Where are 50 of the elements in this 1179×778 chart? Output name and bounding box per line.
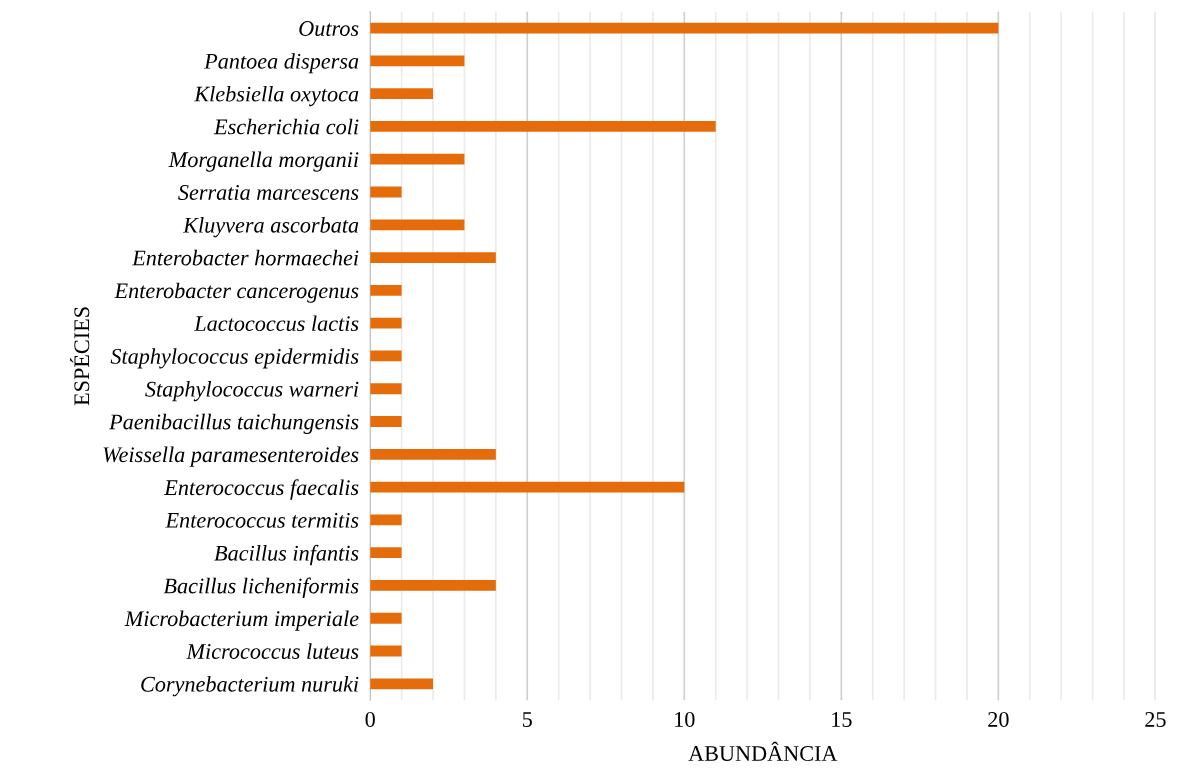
y-axis-title: ESPÉCIES (70, 307, 90, 406)
y-tick-label: Serratia marcescens (178, 184, 359, 200)
bar (370, 448, 496, 460)
y-tick-label: Escherichia coli (213, 118, 359, 135)
y-tick-label: Staphylococcus warneri (145, 381, 359, 402)
bar (370, 88, 434, 100)
bar (370, 350, 402, 362)
bar (370, 612, 402, 624)
y-tick-label: Enterobacter hormaechei (131, 249, 359, 266)
y-tick-label: Corynebacterium nuruki (141, 676, 359, 697)
bar (370, 284, 402, 296)
bar (370, 55, 465, 67)
bar (370, 514, 402, 526)
bar (370, 547, 402, 559)
x-tick-label: 0 (365, 711, 375, 727)
x-tick-label: 5 (522, 712, 532, 727)
y-tick-label: Weissella paramesenteroides (103, 446, 359, 467)
bar (370, 186, 402, 198)
bar (370, 481, 685, 493)
x-tick-label: 20 (988, 711, 1009, 727)
bar (370, 645, 402, 657)
bar (370, 580, 496, 591)
y-tick-label: Morganella morganii (168, 151, 359, 172)
bar (370, 317, 402, 329)
bar (370, 252, 496, 263)
bar (370, 153, 465, 165)
y-tick-label: Outros (299, 21, 359, 37)
bar (370, 219, 465, 231)
y-tick-label: Bacillus licheniformis (163, 577, 359, 598)
y-tick-label: Paenibacillus taichungensis (109, 413, 359, 434)
y-tick-label: Bacillus infantis (214, 544, 359, 566)
x-tick-label: 10 (675, 711, 695, 727)
y-tick-label: Enterococcus faecalis (164, 479, 359, 500)
x-tick-label: 25 (1145, 712, 1166, 727)
bar (370, 678, 434, 690)
bar (370, 416, 402, 427)
y-tick-label: Microbacterium imperiale (124, 610, 359, 631)
y-tick-label: Micrococcus luteus (186, 643, 359, 659)
y-tick-label: Kluyvera ascorbata (182, 217, 359, 238)
y-tick-label: Lactococcus lactis (194, 315, 359, 332)
y-tick-label: Klebsiella oxytoca (194, 85, 359, 107)
y-tick-label: Enterobacter cancerogenus (114, 282, 359, 303)
y-tick-label: Staphylococcus epidermidis (110, 348, 359, 369)
bar (370, 22, 999, 34)
y-tick-label: Enterococcus termitis (165, 512, 359, 528)
bar (370, 383, 402, 395)
x-axis-title: ABUNDÂNCIA (688, 741, 838, 761)
y-tick-label: Pantoea dispersa (204, 53, 359, 74)
bar (370, 121, 716, 132)
x-tick-label: 15 (832, 712, 852, 727)
